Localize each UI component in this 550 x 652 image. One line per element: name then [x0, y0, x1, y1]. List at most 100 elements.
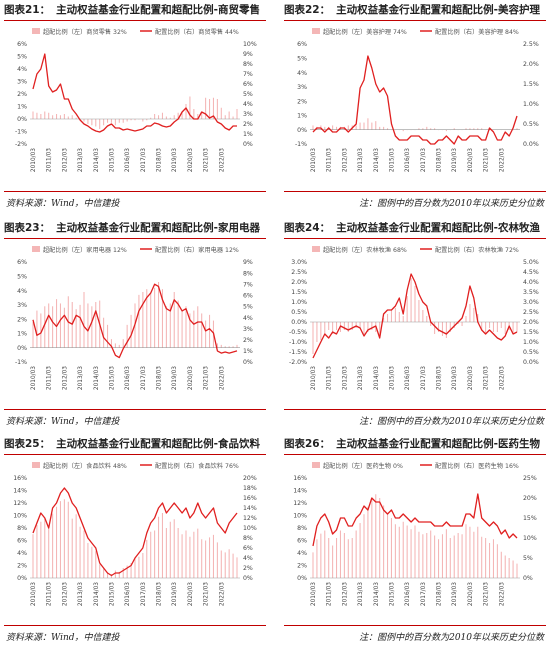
right-axis-tick-label: 9%: [243, 259, 253, 266]
left-axis-tick-label: 12%: [13, 500, 27, 507]
right-axis-tick-label: 1.5%: [523, 329, 539, 336]
x-axis: 2010/03 2011/03 2012/03 2013/03 2014/03 2015/…: [31, 582, 225, 606]
bar: [220, 107, 222, 119]
left-axis-tick-label: 12%: [293, 500, 307, 507]
bar: [394, 308, 396, 322]
legend-line-label: 配置比例（右）农林牧渔 72%: [435, 246, 519, 254]
x-axis-tick-label: 2018/03: [437, 582, 443, 606]
right-axis-tick-label: 3.0%: [523, 299, 539, 306]
x-axis-tick-label: 2019/03: [452, 582, 458, 606]
bar: [434, 535, 436, 578]
right-axis-tick-label: 4.0%: [523, 279, 539, 286]
right-axis-tick-label: 2%: [243, 121, 253, 128]
x-axis-tick-label: 2011/03: [47, 148, 53, 172]
x-axis-tick-label: 2016/03: [405, 148, 411, 172]
bar: [414, 286, 416, 322]
bar: [232, 346, 234, 348]
right-axis-tick-label: 1.0%: [523, 101, 539, 108]
right-axis: 0.0% 0.5% 1.0% 1.5% 2.0% 2.5%: [523, 41, 539, 148]
bar: [205, 97, 207, 119]
figure-title-text: 主动权益基金行业配置和超配比例-美容护理: [336, 4, 540, 16]
bar: [465, 128, 467, 130]
x-axis-tick-label: 2018/03: [157, 366, 163, 390]
bar: [312, 322, 314, 354]
bar: [367, 118, 369, 130]
bar: [154, 287, 156, 348]
bar: [386, 314, 389, 322]
x-axis-tick-label: 2021/03: [484, 148, 490, 172]
bar: [52, 513, 54, 578]
bar: [312, 125, 314, 130]
bar: [410, 529, 412, 578]
x-axis-tick-label: 2016/03: [405, 366, 411, 390]
bar: [63, 307, 65, 348]
bar: [99, 564, 101, 578]
bar-series: [32, 282, 238, 348]
right-axis-tick-label: 20%: [243, 475, 257, 482]
series-line: [32, 283, 238, 359]
bar-series: [312, 118, 518, 132]
bar: [386, 128, 389, 130]
bar: [347, 322, 349, 332]
bar: [359, 122, 361, 130]
bar: [138, 556, 140, 578]
bar: [335, 126, 338, 130]
x-axis-tick-label: 2020/03: [468, 148, 474, 172]
bar: [343, 322, 345, 330]
x-axis-tick-label: 2015/03: [389, 148, 395, 172]
x-axis-tick-label: 2010/03: [311, 366, 317, 390]
bar: [189, 536, 191, 578]
chart-21: 超配比例（左）商贸零售 32% 配置比例（右）商贸零售 44% -2% -1% 0% 1%…: [15, 28, 257, 172]
left-axis: 0% 2% 4% 6% 8% 10% 12% 14% 16%: [293, 475, 307, 582]
bar: [79, 526, 81, 578]
x-axis-tick-label: 2011/03: [47, 366, 53, 390]
x-axis-tick-label: 2021/03: [204, 366, 210, 390]
bar: [481, 128, 483, 130]
bar: [48, 525, 50, 578]
footer-rule: [4, 625, 266, 626]
bar: [232, 553, 234, 578]
bar: [205, 540, 207, 578]
x-axis-tick-label: 2016/03: [125, 148, 131, 172]
bar: [430, 530, 432, 578]
left-axis-tick-label: 0%: [297, 127, 307, 134]
bar: [130, 314, 132, 348]
right-axis-tick-label: 18%: [243, 485, 257, 492]
bar: [99, 119, 101, 129]
right-axis-tick-label: 0%: [243, 359, 253, 366]
right-axis-tick-label: 4%: [243, 315, 253, 322]
bar: [236, 109, 238, 119]
bar: [488, 322, 491, 328]
x-axis-tick-label: 2011/03: [47, 582, 53, 606]
left-axis-tick-label: -2%: [15, 141, 27, 148]
bar: [437, 539, 440, 578]
right-axis-tick-label: 4%: [243, 101, 253, 108]
bar: [449, 538, 451, 578]
left-axis-tick-label: 0.5%: [291, 309, 307, 316]
bar: [103, 317, 105, 348]
figure-title: 图表26： 主动权益基金行业配置和超配比例-医药生物: [284, 436, 540, 452]
right-axis-tick-label: 0.0%: [523, 359, 539, 366]
x-axis-tick-label: 2013/03: [78, 366, 84, 390]
x-axis-tick-label: 2018/03: [437, 148, 443, 172]
bar: [106, 119, 109, 123]
bar: [197, 306, 199, 348]
right-axis: 0% 1% 2% 3% 4% 5% 6% 7% 8% 9% 10%: [243, 41, 257, 148]
x-axis-tick-label: 2012/03: [62, 582, 68, 606]
left-axis-tick-label: 6%: [17, 538, 27, 545]
x-axis-tick-label: 2012/03: [62, 148, 68, 172]
bar: [32, 111, 34, 119]
left-axis-tick-label: 6%: [17, 41, 27, 48]
bar: [165, 306, 167, 348]
bar: [504, 555, 506, 578]
left-axis-tick-label: 3.0%: [291, 259, 307, 266]
right-axis-tick-label: 12%: [243, 515, 257, 522]
figure-21: 图表21： 主动权益基金行业配置和超配比例-商贸零售 超配比例（左）商贸零售 32…: [0, 0, 270, 217]
x-axis: 2010/03 2011/03 2012/03 2013/03 2014/03 2015/…: [31, 148, 225, 172]
bar: [161, 513, 164, 578]
legend-line-label: 配置比例（右）家用电器 12%: [155, 246, 239, 254]
bar: [212, 97, 215, 119]
bar: [390, 310, 393, 322]
line-series: [32, 487, 238, 577]
x-axis-tick-label: 2014/03: [374, 148, 380, 172]
